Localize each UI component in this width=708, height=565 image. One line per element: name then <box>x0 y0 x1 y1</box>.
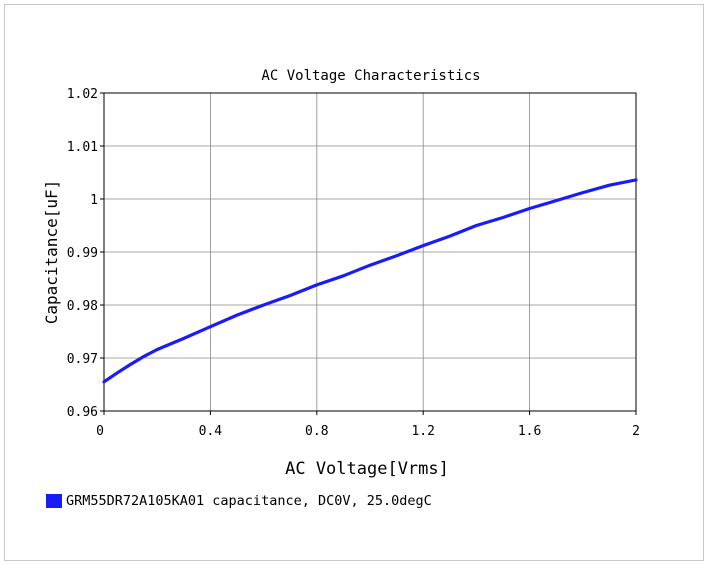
legend-label: GRM55DR72A105KA01 capacitance, DC0V, 25.… <box>66 493 432 509</box>
chart-frame <box>4 4 704 561</box>
grid-lines <box>104 93 636 411</box>
chart-title: AC Voltage Characteristics <box>261 68 480 84</box>
x-tick-label: 0.4 <box>199 424 223 439</box>
x-axis-ticks: 0 0.4 0.8 1.2 1.6 2 <box>96 411 640 439</box>
y-axis-ticks: 0.96 0.97 0.98 0.99 1 1.01 1.02 <box>67 87 104 420</box>
y-tick-label: 1.01 <box>67 140 98 155</box>
y-tick-label: 0.96 <box>67 405 98 420</box>
series-layer <box>102 178 638 384</box>
y-tick-label: 1 <box>90 193 98 208</box>
x-tick-label: 0 <box>96 424 104 439</box>
y-tick-label: 1.02 <box>67 87 98 102</box>
x-tick-label: 1.6 <box>518 424 541 439</box>
y-tick-label: 0.98 <box>67 299 98 314</box>
legend-swatch <box>46 494 62 508</box>
y-axis-label: Capacitance[uF] <box>42 180 61 325</box>
x-tick-label: 2 <box>632 424 640 439</box>
legend: GRM55DR72A105KA01 capacitance, DC0V, 25.… <box>46 493 432 509</box>
y-tick-label: 0.97 <box>67 352 98 367</box>
series-line <box>102 178 638 384</box>
x-axis-label: AC Voltage[Vrms] <box>285 459 449 479</box>
x-tick-label: 1.2 <box>411 424 434 439</box>
y-tick-label: 0.99 <box>67 246 98 261</box>
x-tick-label: 0.8 <box>305 424 328 439</box>
